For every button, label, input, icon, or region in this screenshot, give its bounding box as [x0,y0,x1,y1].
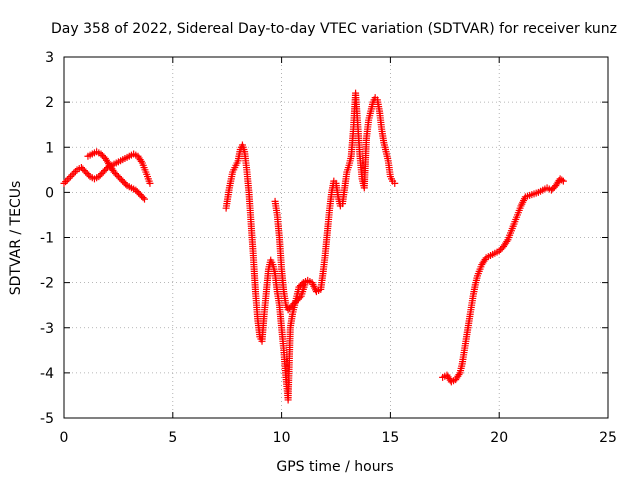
y-tick-label: 2 [45,95,54,111]
data-series [439,175,567,386]
data-point [137,157,145,165]
data-point [63,176,71,184]
data-point [65,174,73,182]
x-tick-label: 15 [381,430,399,446]
data-point [296,294,304,302]
y-tick-label: -2 [40,276,54,292]
y-tick-label: -1 [40,231,54,247]
data-point [122,180,130,188]
y-tick-label: 1 [45,140,54,156]
data-point [68,171,76,179]
x-tick-label: 20 [490,430,508,446]
data-point [67,173,75,181]
data-point [85,171,93,179]
y-tick-label: 0 [45,185,54,201]
chart-title: Day 358 of 2022, Sidereal Day-to-day VTE… [51,21,617,37]
data-marks [60,89,567,404]
data-point [146,179,154,187]
data-series [271,197,310,314]
data-point [62,178,70,186]
x-tick-label: 25 [599,430,617,446]
data-point [71,168,79,176]
data-point [558,176,566,184]
y-tick-label: -4 [40,366,54,382]
data-point [302,279,310,287]
axis-ticks: 0 5 10 15 20 25 -5 -4 -3 -2 -1 0 1 2 3 [40,50,617,446]
x-axis-label: GPS time / hours [276,459,393,475]
data-point [559,177,567,185]
y-tick-label: -3 [40,321,54,337]
y-tick-label: -5 [40,411,54,427]
data-point [391,179,399,187]
data-point [503,237,511,245]
x-tick-label: 0 [60,430,69,446]
data-point [141,195,149,203]
x-tick-label: 5 [168,430,177,446]
data-series [222,89,399,404]
data-point [139,194,147,202]
data-point [455,371,463,379]
data-point [70,169,78,177]
y-axis-label: SDTVAR / TECUs [8,181,24,296]
data-point [60,179,68,187]
x-tick-label: 10 [273,430,291,446]
data-series [60,150,154,187]
grid-lines [64,57,608,418]
y-tick-label: 3 [45,50,54,66]
data-series [84,148,149,203]
